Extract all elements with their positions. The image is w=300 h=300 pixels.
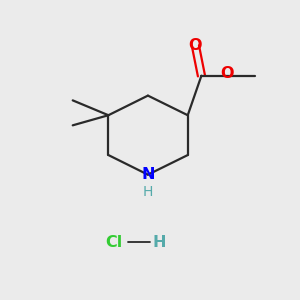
Text: O: O: [220, 66, 234, 81]
Text: O: O: [189, 38, 202, 52]
Text: H: H: [143, 185, 153, 199]
Text: N: N: [141, 167, 155, 182]
Text: H: H: [152, 235, 166, 250]
Text: Cl: Cl: [106, 235, 123, 250]
